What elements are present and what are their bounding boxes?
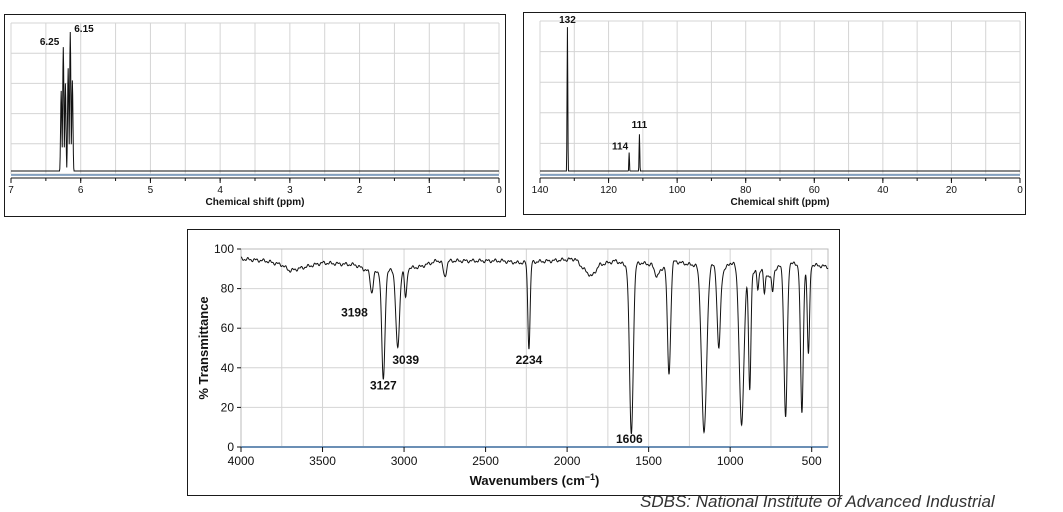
- x-tick-label: 4: [217, 185, 223, 196]
- spectrum-trace: [11, 32, 499, 172]
- h-nmr-plot: 7 6 5 4 3 2 1 0 Chemical shift (ppm) 6.25 6.15: [8, 22, 502, 208]
- spectrum-trace: [240, 256, 829, 435]
- c-nmr-plot: 140 120 100 80 60 40 20 0 Chemical shift (ppm) 13…: [532, 15, 1024, 208]
- x-tick-label: 2500: [472, 454, 499, 468]
- x-axis-label: Chemical shift (ppm): [206, 197, 305, 208]
- x-axis-label: Chemical shift (ppm): [731, 197, 830, 208]
- h-nmr-spectrum: 7 6 5 4 3 2 1 0 Chemical shift (ppm) 6.25 6.15: [4, 14, 506, 217]
- band-label: 3198: [341, 305, 368, 319]
- c-nmr-spectrum: 140 120 100 80 60 40 20 0 Chemical shift (ppm) 13…: [523, 12, 1026, 215]
- y-tick-label: 0: [227, 440, 234, 454]
- x-tick-label: 80: [740, 185, 752, 196]
- x-tick-label: 6: [78, 185, 84, 196]
- x-axis-label: Wavenumbers (cm−1): [470, 472, 600, 488]
- band-label: 3127: [370, 379, 397, 393]
- y-tick-label: 100: [214, 242, 234, 256]
- x-tick-label: 1: [427, 185, 433, 196]
- band-label: 1606: [616, 432, 643, 446]
- x-tick-label: 500: [802, 454, 822, 468]
- x-tick-label: 60: [809, 185, 821, 196]
- x-tick-label: 2: [357, 185, 363, 196]
- y-tick-label: 40: [221, 361, 235, 375]
- x-tick-label: 0: [496, 185, 502, 196]
- x-tick-label: 0: [1017, 185, 1023, 196]
- ir-plot: 0 20 40 60 80 100 % Transmittance 4000 3500 3000 2…: [196, 242, 829, 488]
- ir-spectrum: 0 20 40 60 80 100 % Transmittance 4000 3500 3000 2…: [187, 229, 840, 496]
- band-label: 3039: [392, 353, 419, 367]
- y-tick-label: 60: [221, 321, 235, 335]
- y-axis-label: % Transmittance: [196, 296, 211, 399]
- x-tick-label: 40: [877, 185, 889, 196]
- credit-text: SDBS: National Institute of Advanced Ind…: [640, 492, 995, 511]
- x-tick-label: 20: [946, 185, 958, 196]
- peak-label: 111: [632, 120, 648, 131]
- x-tick-label: 140: [532, 185, 549, 196]
- x-tick-label: 3: [287, 185, 293, 196]
- x-tick-label: 100: [669, 185, 686, 196]
- x-tick-label: 120: [600, 185, 617, 196]
- spectrum-trace: [540, 27, 1020, 172]
- peak-label: 132: [559, 15, 576, 26]
- x-tick-label: 2000: [554, 454, 581, 468]
- y-tick-label: 80: [221, 282, 235, 296]
- plot-frame: [240, 248, 829, 448]
- x-tick-label: 3500: [309, 454, 336, 468]
- x-tick-label: 5: [148, 185, 154, 196]
- peak-label: 6.25: [40, 37, 60, 48]
- x-tick-label: 7: [8, 185, 14, 196]
- x-tick-label: 4000: [228, 454, 255, 468]
- x-tick-label: 1500: [635, 454, 662, 468]
- x-tick-label: 3000: [391, 454, 418, 468]
- peak-label: 6.15: [74, 24, 94, 35]
- band-label: 2234: [516, 353, 543, 367]
- x-tick-label: 1000: [717, 454, 744, 468]
- y-tick-label: 20: [221, 400, 235, 414]
- peak-label: 114: [612, 142, 629, 153]
